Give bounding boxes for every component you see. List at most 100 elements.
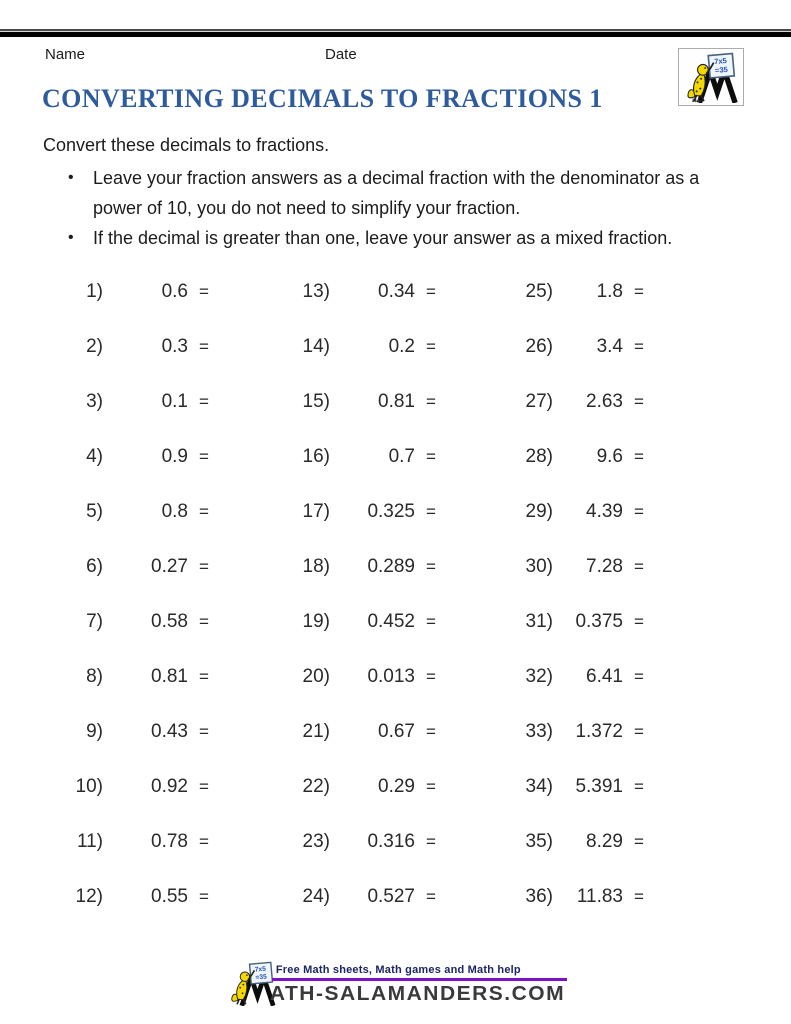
problem-decimal-value: 0.527: [367, 885, 415, 907]
problem-decimal-value: 0.29: [378, 775, 415, 797]
problem-item: 5) 0.8 =: [58, 484, 209, 539]
problem-item: 6) 0.27 =: [58, 539, 209, 594]
equals-sign: =: [634, 446, 644, 466]
problem-item: 11) 0.78 =: [58, 814, 209, 869]
problem-item: 36) 11.83 =: [508, 869, 644, 924]
problem-decimal-value: 0.289: [367, 555, 415, 577]
equals-sign: =: [426, 831, 436, 851]
problem-number: 32): [525, 665, 553, 687]
problem-number: 22): [302, 775, 330, 797]
problem-item: 28) 9.6 =: [508, 429, 644, 484]
bullet-icon: •: [68, 229, 74, 246]
problem-item: 14) 0.2 =: [285, 319, 436, 374]
salamander-easel-icon: 7x5 =35: [687, 52, 738, 103]
problem-decimal-value: 0.9: [161, 445, 188, 467]
problem-item: 2) 0.3 =: [58, 319, 209, 374]
footer-logo-block: 7x5 =35 Free Math sheets, Math games and…: [226, 960, 568, 1006]
instruction-text: If the decimal is greater than one, leav…: [93, 228, 673, 248]
equals-sign: =: [199, 666, 209, 686]
equals-sign: =: [634, 611, 644, 631]
problem-item: 7) 0.58 =: [58, 594, 209, 649]
equals-sign: =: [634, 721, 644, 741]
instructions-list: • Leave your fraction answers as a decim…: [68, 163, 740, 253]
board-text-line2: =35: [255, 974, 267, 982]
problem-item: 25) 1.8 =: [508, 264, 644, 319]
problem-item: 9) 0.43 =: [58, 704, 209, 759]
problem-decimal-value: 11.83: [576, 885, 623, 907]
equals-sign: =: [199, 446, 209, 466]
equals-sign: =: [634, 831, 644, 851]
problem-number: 7): [86, 610, 103, 632]
instructions-intro: Convert these decimals to fractions.: [43, 135, 330, 155]
equals-sign: =: [426, 446, 436, 466]
problem-number: 21): [302, 720, 330, 742]
problem-number: 24): [302, 885, 330, 907]
problem-decimal-value: 0.58: [151, 610, 188, 632]
problem-decimal-value: 0.013: [367, 665, 415, 687]
equals-sign: =: [426, 666, 436, 686]
problem-item: 33) 1.372 =: [508, 704, 644, 759]
equals-sign: =: [199, 831, 209, 851]
problem-number: 34): [525, 775, 553, 797]
problem-number: 35): [525, 830, 553, 852]
problem-item: 16) 0.7 =: [285, 429, 436, 484]
problem-decimal-value: 0.8: [161, 500, 188, 522]
problem-decimal-value: 3.4: [596, 335, 623, 357]
equals-sign: =: [199, 501, 209, 521]
footer: 7x5 =35 Free Math sheets, Math games and…: [0, 960, 791, 1006]
problem-item: 23) 0.316 =: [285, 814, 436, 869]
problem-decimal-value: 0.43: [151, 720, 188, 742]
equals-sign: =: [199, 336, 209, 356]
problem-item: 20) 0.013 =: [285, 649, 436, 704]
equals-sign: =: [634, 666, 644, 686]
problem-item: 15) 0.81 =: [285, 374, 436, 429]
problem-item: 22) 0.29 =: [285, 759, 436, 814]
problem-item: 19) 0.452 =: [285, 594, 436, 649]
problems-grid: 1) 0.6 = 2) 0.3 = 3) 0.1 = 4) 0.9 = 5) 0.8 = 6) 0.27 = 7) 0…: [0, 264, 791, 926]
bullet-icon: •: [68, 169, 74, 186]
problem-number: 6): [86, 555, 103, 577]
problem-item: 8) 0.81 =: [58, 649, 209, 704]
board-text-line1: 7x5: [254, 966, 266, 974]
problem-number: 1): [86, 280, 103, 302]
equals-sign: =: [199, 391, 209, 411]
problem-decimal-value: 9.6: [596, 445, 623, 467]
easel-m-shape: [696, 62, 738, 103]
equals-sign: =: [199, 721, 209, 741]
problem-decimal-value: 0.7: [388, 445, 415, 467]
problem-decimal-value: 5.391: [575, 775, 623, 797]
problem-decimal-value: 0.34: [378, 280, 415, 302]
top-divider-bar: [0, 29, 791, 37]
problem-item: 31) 0.375 =: [508, 594, 644, 649]
problems-column: 13) 0.34 = 14) 0.2 = 15) 0.81 = 16) 0.7 = 17) 0.325 = 1…: [285, 264, 436, 926]
equals-sign: =: [426, 501, 436, 521]
equals-sign: =: [426, 391, 436, 411]
problem-decimal-value: 0.2: [388, 335, 415, 357]
problem-number: 30): [525, 555, 553, 577]
problem-decimal-value: 0.452: [367, 610, 415, 632]
salamander-easel-icon: 7x5 =35: [231, 961, 276, 1006]
problem-number: 17): [302, 500, 330, 522]
problem-item: 13) 0.34 =: [285, 264, 436, 319]
salamander-figure: [687, 62, 715, 103]
problem-number: 25): [525, 280, 553, 302]
problem-item: 35) 8.29 =: [508, 814, 644, 869]
board-text-line1: 7x5: [714, 56, 728, 66]
equals-sign: =: [634, 776, 644, 796]
problem-number: 11): [76, 830, 103, 852]
problem-number: 14): [302, 335, 330, 357]
equals-sign: =: [634, 336, 644, 356]
problem-decimal-value: 0.3: [161, 335, 188, 357]
footer-brand: ATH-SALAMANDERS.COM: [269, 982, 566, 1006]
equals-sign: =: [426, 556, 436, 576]
problem-decimal-value: 0.1: [161, 390, 188, 412]
problem-number: 2): [86, 335, 103, 357]
date-label: Date: [325, 46, 357, 63]
problem-number: 33): [525, 720, 553, 742]
problem-decimal-value: 0.375: [575, 610, 623, 632]
problem-decimal-value: 0.92: [151, 775, 188, 797]
problem-number: 4): [86, 445, 103, 467]
problem-decimal-value: 0.316: [367, 830, 415, 852]
footer-divider: [271, 978, 568, 981]
